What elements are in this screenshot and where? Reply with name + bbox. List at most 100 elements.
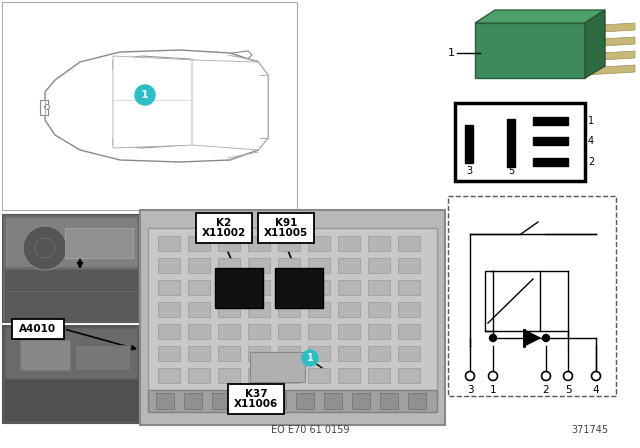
Bar xyxy=(12,319,64,339)
Bar xyxy=(148,228,437,398)
Bar xyxy=(278,280,300,295)
Bar xyxy=(338,302,360,317)
Bar xyxy=(5,292,137,320)
Bar xyxy=(507,119,515,167)
Polygon shape xyxy=(475,10,605,23)
Bar xyxy=(465,125,473,163)
Circle shape xyxy=(35,238,55,258)
Text: 1: 1 xyxy=(141,90,149,100)
Bar xyxy=(308,236,330,251)
Bar xyxy=(408,393,426,409)
Text: X11002: X11002 xyxy=(202,228,246,238)
Bar xyxy=(398,236,420,251)
Text: 3: 3 xyxy=(467,385,474,395)
Bar xyxy=(368,302,390,317)
Bar xyxy=(308,368,330,383)
Bar xyxy=(5,328,137,378)
Bar xyxy=(250,352,305,382)
Bar xyxy=(308,280,330,295)
Text: 1: 1 xyxy=(490,385,496,395)
Bar xyxy=(248,280,270,295)
Circle shape xyxy=(591,371,600,380)
Bar xyxy=(2,2,297,210)
Bar xyxy=(368,346,390,361)
Circle shape xyxy=(23,226,67,270)
Bar xyxy=(485,271,540,331)
Bar xyxy=(158,236,180,251)
Bar xyxy=(398,280,420,295)
Bar xyxy=(188,258,210,273)
Circle shape xyxy=(490,335,497,341)
Bar xyxy=(368,236,390,251)
Polygon shape xyxy=(585,51,635,61)
Bar xyxy=(75,345,130,370)
Text: 371745: 371745 xyxy=(572,425,609,435)
Bar xyxy=(258,213,314,243)
Bar xyxy=(240,393,258,409)
Bar xyxy=(5,217,137,267)
Text: 2: 2 xyxy=(588,157,594,167)
Bar xyxy=(448,196,616,396)
Bar xyxy=(158,368,180,383)
Bar xyxy=(368,258,390,273)
Bar xyxy=(65,228,133,258)
Text: 3: 3 xyxy=(466,166,472,176)
Bar xyxy=(278,236,300,251)
Bar xyxy=(228,384,284,414)
Bar xyxy=(188,324,210,339)
Bar xyxy=(158,280,180,295)
Text: X11005: X11005 xyxy=(264,228,308,238)
Bar xyxy=(196,213,252,243)
Bar xyxy=(188,346,210,361)
Bar xyxy=(275,268,323,308)
Bar xyxy=(188,368,210,383)
Bar xyxy=(533,117,568,125)
Polygon shape xyxy=(45,50,268,162)
Bar xyxy=(184,393,202,409)
Bar xyxy=(218,258,240,273)
Text: K37: K37 xyxy=(244,389,268,399)
Bar xyxy=(398,324,420,339)
Bar xyxy=(212,393,230,409)
Polygon shape xyxy=(585,37,635,47)
Bar xyxy=(5,270,137,290)
Bar xyxy=(268,393,286,409)
Text: X11006: X11006 xyxy=(234,399,278,409)
Bar xyxy=(338,368,360,383)
Bar xyxy=(248,324,270,339)
Bar xyxy=(380,393,398,409)
Bar xyxy=(248,302,270,317)
Circle shape xyxy=(45,104,49,109)
Bar xyxy=(278,346,300,361)
Text: K2: K2 xyxy=(216,218,232,228)
Bar xyxy=(368,324,390,339)
Bar xyxy=(218,302,240,317)
Bar xyxy=(308,324,330,339)
Bar xyxy=(352,393,370,409)
Bar xyxy=(2,214,140,322)
Bar xyxy=(533,158,568,166)
Text: 4: 4 xyxy=(588,136,594,146)
Bar xyxy=(20,340,70,370)
Text: 4: 4 xyxy=(593,385,599,395)
Bar xyxy=(40,100,48,115)
Bar xyxy=(218,368,240,383)
Bar xyxy=(308,258,330,273)
Bar xyxy=(308,346,330,361)
Bar xyxy=(248,258,270,273)
Polygon shape xyxy=(113,138,192,148)
Text: 1: 1 xyxy=(307,353,314,363)
Bar xyxy=(248,236,270,251)
Circle shape xyxy=(543,335,550,341)
Bar xyxy=(218,280,240,295)
Bar xyxy=(188,302,210,317)
Bar xyxy=(188,280,210,295)
Bar xyxy=(215,268,263,308)
Bar xyxy=(188,236,210,251)
Polygon shape xyxy=(113,56,197,70)
Bar xyxy=(308,302,330,317)
Polygon shape xyxy=(585,10,605,78)
Bar xyxy=(296,393,314,409)
Circle shape xyxy=(488,371,497,380)
Bar xyxy=(218,236,240,251)
